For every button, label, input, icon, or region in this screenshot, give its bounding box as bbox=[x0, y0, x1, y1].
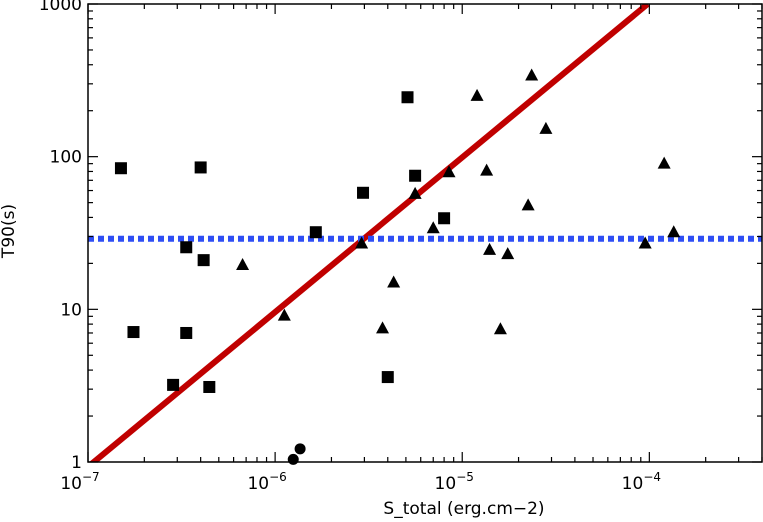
square-point bbox=[401, 91, 414, 104]
square-point bbox=[114, 162, 127, 175]
triangle-point bbox=[525, 68, 539, 81]
fit-line bbox=[89, 4, 650, 462]
square-point bbox=[197, 254, 210, 267]
fit-lines bbox=[88, 4, 762, 462]
triangle-point bbox=[387, 275, 401, 288]
triangle-point bbox=[501, 247, 515, 260]
y-tick-label: 10 bbox=[60, 300, 82, 320]
square-point bbox=[357, 186, 370, 199]
y-tick-label: 1000 bbox=[39, 0, 82, 15]
x-axis-label: S_total (erg.cm−2) bbox=[383, 499, 544, 519]
y-tick-label: 1 bbox=[71, 453, 82, 473]
square-point bbox=[180, 241, 193, 254]
triangle-point bbox=[426, 221, 440, 234]
y-axis-label: T90(s) bbox=[0, 204, 19, 259]
square-point bbox=[194, 161, 207, 174]
triangle-point bbox=[539, 121, 553, 134]
triangle-point bbox=[480, 163, 494, 176]
square-point bbox=[381, 371, 394, 384]
square-point bbox=[203, 380, 216, 393]
triangle-point bbox=[408, 186, 422, 199]
triangle-point bbox=[657, 156, 671, 169]
triangle-point bbox=[442, 165, 456, 178]
triangle-point bbox=[470, 88, 484, 101]
x-tick-label: 10−4 bbox=[622, 470, 661, 494]
square-point bbox=[409, 169, 422, 182]
square-point bbox=[438, 212, 451, 225]
triangle-point bbox=[483, 242, 497, 255]
square-point bbox=[127, 326, 140, 339]
x-tick-label: 10−7 bbox=[60, 470, 99, 494]
triangle-point bbox=[667, 225, 681, 238]
x-tick-label: 10−6 bbox=[247, 470, 286, 494]
triangle-point bbox=[376, 321, 390, 334]
triangle-point bbox=[277, 308, 291, 321]
square-point bbox=[309, 226, 322, 239]
data-points bbox=[114, 68, 681, 465]
y-tick-label: 100 bbox=[50, 148, 82, 168]
circle-point bbox=[287, 453, 299, 465]
triangle-point bbox=[493, 322, 507, 335]
circle-point bbox=[294, 443, 306, 455]
x-tick-label: 10−5 bbox=[435, 470, 474, 494]
triangle-point bbox=[355, 236, 369, 249]
triangle-point bbox=[638, 236, 652, 249]
triangle-point bbox=[521, 198, 535, 211]
square-point bbox=[180, 326, 193, 339]
plot-frame bbox=[87, 3, 763, 463]
triangle-point bbox=[236, 258, 250, 271]
square-point bbox=[167, 378, 180, 391]
axes: 10−7 10−6 10−5 10−4 1 10 100 1000 bbox=[39, 0, 763, 494]
